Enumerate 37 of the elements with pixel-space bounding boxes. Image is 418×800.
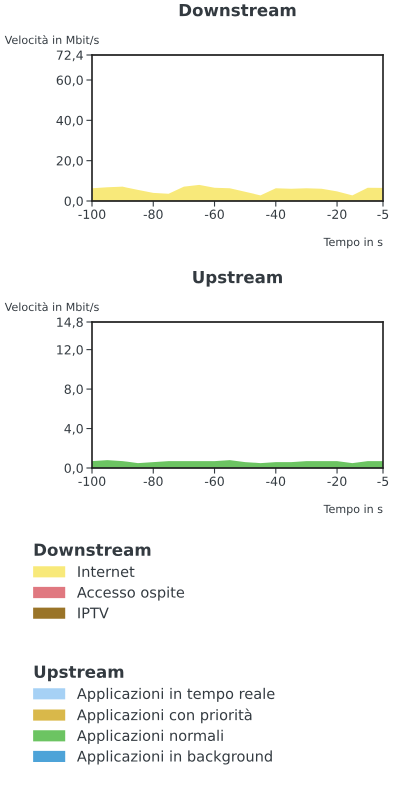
y-axis-title: Velocità in Mbit/s (4, 302, 99, 312)
legend-title: Downstream (34, 544, 150, 556)
x-tick-label: -20 (327, 476, 346, 486)
x-tick-label: -40 (266, 210, 286, 220)
x-tick-label: -5 (377, 476, 388, 486)
legend-label: Applicazioni normali (76, 730, 223, 744)
legend-label: Applicazioni in tempo reale (76, 688, 274, 702)
y-tick-label: 60,0 (56, 75, 83, 86)
y-tick-label: 72,4 (56, 50, 83, 62)
y-axis-title: Velocità in Mbit/s (4, 35, 99, 45)
x-tick-label: -40 (266, 476, 286, 486)
x-tick-label: -60 (204, 476, 224, 486)
x-tick-label: -5 (377, 210, 388, 220)
x-tick-label: -80 (144, 476, 163, 486)
legend-label: Accesso ospite (76, 586, 184, 601)
legend-title: Upstream (34, 666, 124, 682)
chart-title: Downstream (180, 4, 296, 16)
legend-label: Internet (78, 566, 134, 578)
x-tick-label: -100 (78, 476, 106, 486)
x-tick-label: -20 (327, 210, 346, 220)
x-axis-title: Tempo in s (324, 238, 382, 248)
x-tick-label: -60 (204, 210, 224, 220)
y-tick-label: 0,0 (64, 463, 83, 474)
legend-label: Applicazioni in background (76, 750, 272, 765)
y-tick-label: 0,0 (64, 196, 83, 208)
y-tick-label: 12,0 (57, 345, 83, 356)
y-tick-label: 40,0 (56, 116, 83, 127)
x-axis-title: Tempo in s (324, 504, 382, 516)
y-tick-label: 14,8 (57, 317, 83, 328)
legend-label: Applicazioni con priorità (76, 708, 252, 724)
y-tick-label: 20,0 (56, 156, 83, 167)
y-tick-label: 4,0 (64, 424, 83, 435)
x-tick-label: -80 (144, 210, 163, 220)
chart-title: Upstream (193, 270, 282, 287)
legend-label: IPTV (78, 608, 109, 618)
x-tick-label: -100 (78, 210, 106, 220)
y-tick-label: 8,0 (64, 384, 83, 396)
